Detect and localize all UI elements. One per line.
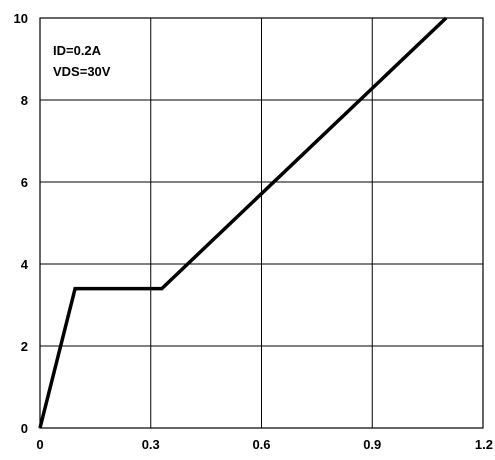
x-tick-label: 0 [36, 437, 43, 452]
x-tick-label: 0.6 [252, 437, 270, 452]
x-tick-label: 0.9 [363, 437, 381, 452]
x-tick-label: 0.3 [142, 437, 160, 452]
grid-lines [39, 17, 484, 429]
y-axis-tick-labels: 0 2 4 6 8 10 [14, 11, 29, 436]
annotation-id: ID=0.2A [53, 43, 102, 58]
plot-frame [39, 17, 484, 429]
y-tick-label: 8 [21, 93, 28, 108]
y-tick-label: 2 [21, 339, 28, 354]
annotations: ID=0.2A VDS=30V [53, 43, 111, 79]
annotation-vds: VDS=30V [53, 64, 111, 79]
y-tick-label: 0 [21, 421, 28, 436]
y-tick-label: 6 [21, 175, 28, 190]
y-tick-label: 10 [14, 11, 28, 26]
series-layer [38, 16, 448, 429]
x-tick-label: 1.2 [475, 437, 493, 452]
series-line-0 [38, 16, 448, 429]
x-axis-tick-labels: 0 0.3 0.6 0.9 1.2 [36, 437, 493, 452]
y-tick-label: 4 [21, 257, 29, 272]
